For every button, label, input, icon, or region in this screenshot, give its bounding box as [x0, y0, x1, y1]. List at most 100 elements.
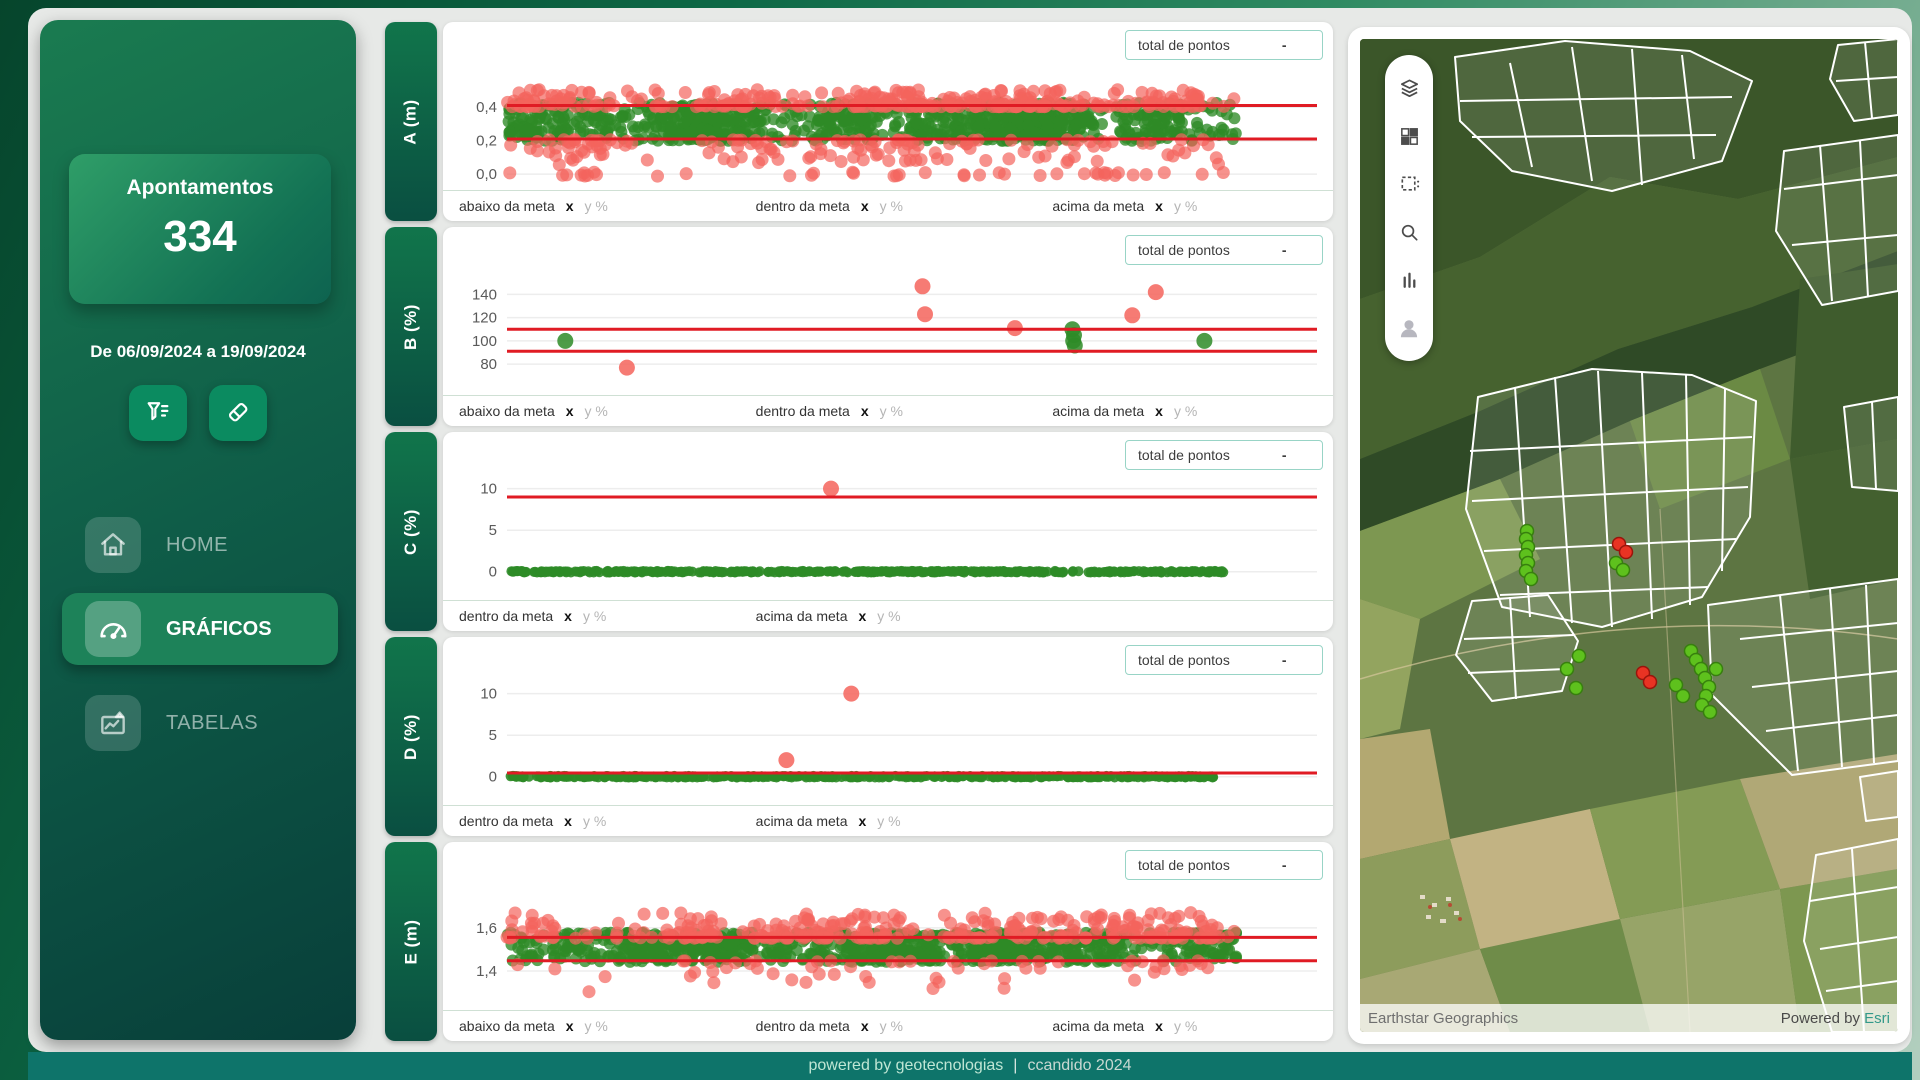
legend-x-value: x	[564, 813, 572, 829]
layers-icon[interactable]	[1387, 67, 1431, 109]
legend-x-value: x	[1155, 198, 1163, 214]
legend-item[interactable]: abaixo da meta x y %	[443, 198, 740, 214]
svg-text:1,6: 1,6	[476, 920, 497, 937]
chart-y-axis-title: E (m)	[385, 842, 437, 1041]
total-points-box[interactable]: total de pontos -	[1125, 235, 1323, 265]
total-points-box[interactable]: total de pontos -	[1125, 30, 1323, 60]
select-extent-icon[interactable]	[1387, 163, 1431, 205]
sidebar-item-tabelas[interactable]: TABELAS	[85, 695, 258, 751]
legend-y-percent: y %	[585, 1018, 608, 1034]
legend-item[interactable]: abaixo da metaxy %	[443, 403, 740, 419]
total-points-value: -	[1282, 37, 1287, 53]
legend-label: abaixo da meta	[459, 198, 555, 214]
legend-x-value: x	[858, 608, 866, 624]
legend-item[interactable]: acima da metaxy %	[740, 608, 1037, 624]
legend-label: acima da meta	[756, 813, 848, 829]
legend-label: dentro da meta	[756, 1018, 850, 1034]
legend-item[interactable]: dentro da meta x y %	[740, 198, 1037, 214]
filter-icon	[144, 398, 172, 429]
gauge-icon	[85, 601, 141, 657]
legend-item[interactable]: acima da metaxy %	[1036, 1018, 1333, 1034]
svg-text:100: 100	[472, 333, 497, 350]
chart-card-a: A (m) 0,40,20,0 total de pontos - abaixo…	[385, 22, 1333, 221]
sidebar-item-home[interactable]: HOME	[85, 517, 228, 573]
legend-label: abaixo da meta	[459, 403, 555, 419]
basemap-icon[interactable]	[1387, 115, 1431, 157]
legend-item[interactable]: dentro da metaxy %	[443, 813, 740, 829]
map-panel: Earthstar Geographics Powered by Esri	[1348, 27, 1910, 1044]
legend-item[interactable]: dentro da meta x y %	[443, 608, 740, 624]
svg-text:0,0: 0,0	[476, 166, 497, 183]
legend-x-value: x	[564, 608, 572, 624]
summary-value: 334	[69, 212, 331, 262]
map-toolbar	[1385, 55, 1433, 361]
svg-text:1,4: 1,4	[476, 963, 497, 980]
svg-text:0,2: 0,2	[476, 133, 497, 150]
legend-item[interactable]: acima da metaxy %	[1036, 198, 1333, 214]
legend-y-percent: y %	[585, 198, 608, 214]
legend-x-value: x	[861, 403, 869, 419]
legend-item[interactable]: acima da metaxy %	[1036, 403, 1333, 419]
map-viewport[interactable]: Earthstar Geographics Powered by Esri	[1360, 39, 1898, 1032]
eraser-icon	[224, 398, 252, 429]
svg-text:140: 140	[472, 286, 497, 303]
sidebar-item-label: GRÁFICOS	[166, 618, 272, 641]
legend-item[interactable]: dentro da metaxy %	[740, 1018, 1037, 1034]
svg-text:10: 10	[480, 481, 497, 498]
total-points-box[interactable]: total de pontos -	[1125, 440, 1323, 470]
sidebar-item-graficos[interactable]: GRÁFICOS	[62, 593, 338, 665]
filter-button[interactable]	[129, 385, 187, 441]
legend-label: acima da meta	[756, 608, 848, 624]
legend-label: dentro da meta	[459, 608, 553, 624]
legend-y-percent: y %	[1174, 198, 1197, 214]
chart-y-axis-title: D (%)	[385, 637, 437, 836]
chart-card-b: B (%) 14012010080 total de pontos - abai…	[385, 227, 1333, 426]
attribution-source: Earthstar Geographics	[1368, 1010, 1518, 1027]
svg-text:80: 80	[480, 356, 497, 373]
svg-text:0,4: 0,4	[476, 99, 497, 116]
sidebar: Apontamentos 334 De 06/09/2024 a 19/09/2…	[40, 20, 356, 1040]
stats-bars-icon[interactable]	[1387, 259, 1431, 301]
esri-brand[interactable]: Esri	[1864, 1010, 1890, 1027]
legend-item[interactable]: dentro da metaxy %	[740, 403, 1037, 419]
legend-x-value: x	[1155, 403, 1163, 419]
legend-label: acima da meta	[1052, 1018, 1144, 1034]
summary-title: Apontamentos	[69, 176, 331, 200]
chart-legend: dentro da meta x y % acima da meta x y %	[443, 600, 1333, 631]
total-points-label: total de pontos	[1138, 37, 1230, 53]
legend-x-value: x	[566, 1018, 574, 1034]
home-icon	[85, 517, 141, 573]
legend-label: dentro da meta	[756, 198, 850, 214]
svg-text:120: 120	[472, 310, 497, 327]
clear-filter-button[interactable]	[209, 385, 267, 441]
legend-item[interactable]: acima da metaxy %	[740, 813, 1037, 829]
legend-y-percent: y %	[880, 198, 903, 214]
legend-y-percent: y %	[583, 608, 606, 624]
svg-text:0: 0	[489, 564, 497, 581]
legend-y-percent: y %	[877, 813, 900, 829]
chart-card-c: C (%) 1050 total de pontos - dentro da m…	[385, 432, 1333, 631]
user-avatar-icon[interactable]	[1387, 307, 1431, 349]
chart-legend: abaixo da metaxy %dentro da metaxy %acim…	[443, 190, 1333, 221]
total-points-box[interactable]: total de pontos -	[1125, 645, 1323, 675]
legend-item[interactable]: abaixo da meta x y %	[443, 1018, 740, 1034]
table-chart-icon	[85, 695, 141, 751]
legend-label: acima da meta	[1052, 403, 1144, 419]
legend-x-value: x	[1155, 1018, 1163, 1034]
svg-text:5: 5	[489, 727, 497, 744]
search-icon[interactable]	[1387, 211, 1431, 253]
legend-x-value: x	[566, 198, 574, 214]
satellite-map-image[interactable]	[1360, 39, 1898, 1032]
date-range-label: De 06/09/2024 a 19/09/2024	[40, 342, 356, 362]
sidebar-toolbar	[40, 385, 356, 441]
legend-x-value: x	[861, 198, 869, 214]
legend-label: abaixo da meta	[459, 1018, 555, 1034]
total-points-value: -	[1282, 242, 1287, 258]
legend-y-percent: y %	[585, 403, 608, 419]
app-footer: powered by geotecnologias | ccandido 202…	[28, 1052, 1912, 1080]
total-points-label: total de pontos	[1138, 857, 1230, 873]
chart-y-axis-title: C (%)	[385, 432, 437, 631]
legend-y-percent: y %	[880, 403, 903, 419]
total-points-box[interactable]: total de pontos -	[1125, 850, 1323, 880]
map-attribution: Earthstar Geographics Powered by Esri	[1360, 1004, 1898, 1032]
